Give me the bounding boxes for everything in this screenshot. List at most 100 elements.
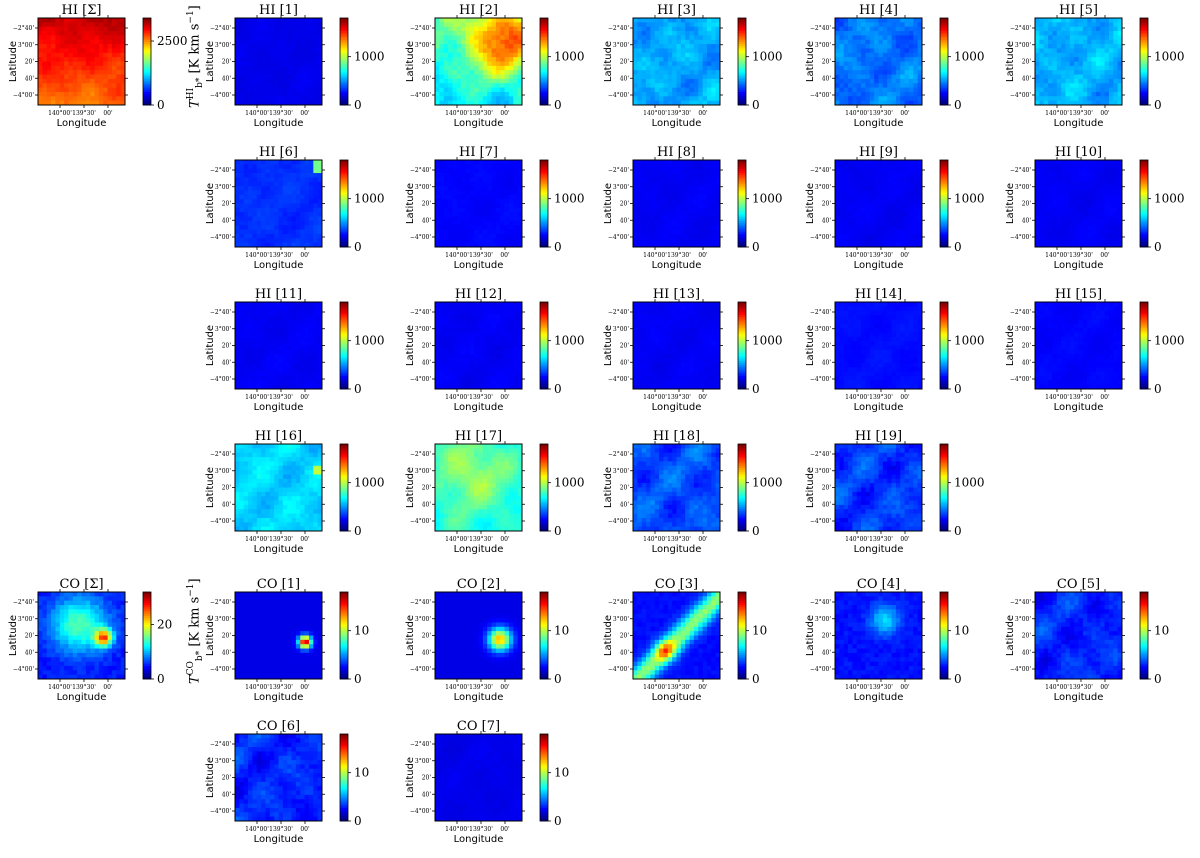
heatmap-cell — [296, 96, 301, 101]
heatmap-cell — [239, 173, 244, 178]
heatmap-cell — [865, 182, 870, 187]
heatmap-cell — [1087, 18, 1092, 23]
heatmap-cell — [457, 75, 462, 80]
heatmap-cell — [265, 195, 270, 200]
heatmap-cell — [500, 160, 505, 165]
heatmap-cell — [287, 195, 292, 200]
heatmap-cell — [896, 204, 901, 209]
heatmap-cell — [487, 70, 492, 75]
heatmap-cell — [257, 22, 262, 27]
heatmap-cell — [305, 44, 310, 49]
heatmap-cell — [82, 31, 87, 36]
heatmap-cell — [265, 225, 270, 230]
y-axis-label: Latitude — [1005, 41, 1016, 82]
heatmap-cell — [509, 88, 514, 93]
heatmap-cell — [861, 40, 866, 45]
heatmap-cell — [663, 35, 668, 40]
heatmap-cell — [646, 18, 651, 23]
heatmap-cell — [439, 22, 444, 27]
heatmap-cell — [892, 217, 897, 222]
colorbar — [340, 18, 348, 105]
heatmap-cell — [857, 217, 862, 222]
heatmap-cell — [1035, 186, 1040, 191]
y-tick-label: 3°00' — [613, 42, 629, 49]
heatmap-cell — [55, 48, 60, 53]
heatmap-cell — [703, 230, 708, 235]
heatmap-cell — [707, 234, 712, 239]
heatmap-cell — [1096, 177, 1101, 182]
heatmap-cell — [892, 199, 897, 204]
heatmap-cell — [55, 70, 60, 75]
heatmap-cell — [650, 75, 655, 80]
chart-panel: HI [7]−2°40'3°00'20'40'−4°00'140°00'139°… — [405, 144, 600, 284]
heatmap-cell — [86, 53, 91, 58]
heatmap-cell — [244, 62, 249, 67]
heatmap-cell — [474, 230, 479, 235]
heatmap-cell — [650, 195, 655, 200]
heatmap-cell — [448, 62, 453, 67]
heatmap-cell — [439, 173, 444, 178]
heatmap-cell — [470, 212, 475, 217]
heatmap-cell — [637, 70, 642, 75]
heatmap-cell — [261, 79, 266, 84]
heatmap-cell — [711, 169, 716, 174]
heatmap-cell — [1092, 48, 1097, 53]
heatmap-cell — [870, 53, 875, 58]
heatmap-cell — [51, 53, 56, 58]
heatmap-cell — [1105, 195, 1110, 200]
heatmap-cell — [252, 44, 257, 49]
heatmap-cell — [637, 22, 642, 27]
heatmap-cell — [1065, 83, 1070, 88]
heatmap-cell — [909, 204, 914, 209]
x-tick-label: 139°30' — [469, 252, 493, 259]
heatmap-cell — [681, 212, 686, 217]
heatmap-cell — [509, 40, 514, 45]
heatmap-cell — [496, 230, 501, 235]
heatmap-cell — [857, 208, 862, 213]
heatmap-cell — [439, 79, 444, 84]
heatmap-cell — [1048, 88, 1053, 93]
heatmap-cell — [905, 27, 910, 32]
heatmap-cell — [646, 75, 651, 80]
heatmap-cell — [861, 57, 866, 62]
heatmap-cell — [1044, 96, 1049, 101]
heatmap-cell — [874, 88, 879, 93]
heatmap-cell — [444, 75, 449, 80]
heatmap-cell — [685, 177, 690, 182]
heatmap-cell — [279, 195, 284, 200]
heatmap-cell — [68, 70, 73, 75]
heatmap-cell — [64, 18, 69, 23]
heatmap-cell — [835, 238, 840, 243]
heatmap-cell — [646, 27, 651, 32]
heatmap-cell — [509, 27, 514, 32]
heatmap-cell — [861, 234, 866, 239]
heatmap-cell — [909, 96, 914, 101]
y-tick-label: −2°40' — [608, 167, 629, 174]
heatmap-cell — [1100, 190, 1105, 195]
heatmap-cell — [60, 83, 65, 88]
heatmap-cell — [270, 96, 275, 101]
heatmap-cell — [257, 88, 262, 93]
heatmap-cell — [292, 83, 297, 88]
heatmap-cell — [852, 238, 857, 243]
heatmap-cell — [509, 79, 514, 84]
heatmap-cell — [865, 169, 870, 174]
heatmap-cell — [296, 160, 301, 165]
heatmap-cell — [852, 57, 857, 62]
heatmap-cell — [633, 164, 638, 169]
heatmap-cell — [883, 35, 888, 40]
heatmap-cell — [848, 173, 853, 178]
heatmap-cell — [1100, 204, 1105, 209]
heatmap-cell — [252, 173, 257, 178]
panel-svg: HI [5]−2°40'3°00'20'40'−4°00'140°00'139°… — [1005, 2, 1200, 142]
heatmap-cell — [637, 221, 642, 226]
heatmap-cell — [435, 238, 440, 243]
heatmap-cell — [1057, 48, 1062, 53]
heatmap-cell — [879, 35, 884, 40]
heatmap-cell — [839, 66, 844, 71]
heatmap-cell — [492, 199, 497, 204]
heatmap-cell — [42, 57, 47, 62]
heatmap-cell — [470, 92, 475, 97]
heatmap-cell — [900, 195, 905, 200]
heatmap-cell — [848, 208, 853, 213]
